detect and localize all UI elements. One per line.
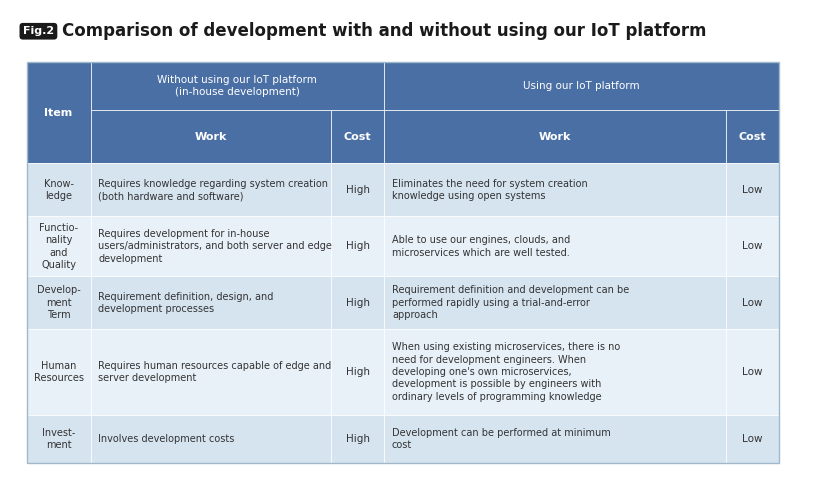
Text: Development can be performed at minimum
cost: Development can be performed at minimum … (392, 428, 611, 450)
Bar (727, 415, 779, 463)
Bar (27, 276, 91, 329)
Bar (331, 164, 384, 216)
Bar (27, 164, 91, 216)
Text: Work: Work (195, 132, 227, 142)
Bar (727, 276, 779, 329)
Text: Functio-
nality
and
Quality: Functio- nality and Quality (39, 223, 78, 270)
Bar (384, 110, 727, 164)
Text: High: High (345, 241, 370, 252)
Text: Eliminates the need for system creation
knowledge using open systems: Eliminates the need for system creation … (392, 179, 588, 201)
Text: Requires human resources capable of edge and
server development: Requires human resources capable of edge… (98, 361, 332, 383)
Text: Know-
ledge: Know- ledge (44, 179, 74, 201)
Text: Develop-
ment
Term: Develop- ment Term (37, 286, 81, 320)
Bar (27, 216, 91, 276)
Bar (384, 276, 727, 329)
Text: Involves development costs: Involves development costs (98, 434, 235, 444)
Bar (384, 329, 727, 415)
Bar (91, 216, 331, 276)
Text: Low: Low (743, 367, 763, 377)
Text: High: High (345, 298, 370, 308)
Bar (27, 62, 779, 463)
Text: Cost: Cost (344, 132, 371, 142)
Bar (27, 329, 91, 415)
Text: Requires knowledge regarding system creation
(both hardware and software): Requires knowledge regarding system crea… (98, 179, 328, 201)
Bar (384, 216, 727, 276)
Text: When using existing microservices, there is no
need for development engineers. W: When using existing microservices, there… (392, 342, 620, 402)
Text: Cost: Cost (739, 132, 767, 142)
Bar (727, 216, 779, 276)
Bar (331, 216, 384, 276)
Bar (384, 62, 779, 110)
Bar (91, 415, 331, 463)
Bar (727, 164, 779, 216)
Bar (91, 164, 331, 216)
Bar (91, 62, 384, 110)
Bar (91, 110, 331, 164)
Text: Requires development for in-house
users/administrators, and both server and edge: Requires development for in-house users/… (98, 229, 333, 264)
Text: Fig.2: Fig.2 (23, 26, 54, 36)
Text: Low: Low (743, 298, 763, 308)
Bar (727, 110, 779, 164)
Text: Item: Item (45, 108, 72, 118)
Text: Able to use our engines, clouds, and
microservices which are well tested.: Able to use our engines, clouds, and mic… (392, 235, 570, 258)
Text: High: High (345, 367, 370, 377)
Text: Invest-
ment: Invest- ment (42, 428, 76, 450)
Bar (331, 276, 384, 329)
Bar (331, 110, 384, 164)
Bar (27, 415, 91, 463)
Text: Without using our IoT platform
(in-house development): Without using our IoT platform (in-house… (157, 75, 318, 97)
Bar (384, 164, 727, 216)
Bar (91, 329, 331, 415)
Bar (727, 329, 779, 415)
Text: High: High (345, 185, 370, 195)
Bar (331, 329, 384, 415)
Bar (91, 276, 331, 329)
Bar (384, 415, 727, 463)
Text: Low: Low (743, 434, 763, 444)
Text: High: High (345, 434, 370, 444)
Text: Using our IoT platform: Using our IoT platform (523, 81, 640, 91)
Text: Requirement definition, design, and
development processes: Requirement definition, design, and deve… (98, 292, 274, 314)
Text: Requirement definition and development can be
performed rapidly using a trial-an: Requirement definition and development c… (392, 286, 629, 320)
Text: Work: Work (539, 132, 571, 142)
Text: Comparison of development with and without using our IoT platform: Comparison of development with and witho… (62, 22, 706, 40)
Bar (331, 415, 384, 463)
Text: Low: Low (743, 241, 763, 252)
Text: Low: Low (743, 185, 763, 195)
Bar (27, 62, 91, 164)
Text: Human
Resources: Human Resources (34, 361, 83, 383)
